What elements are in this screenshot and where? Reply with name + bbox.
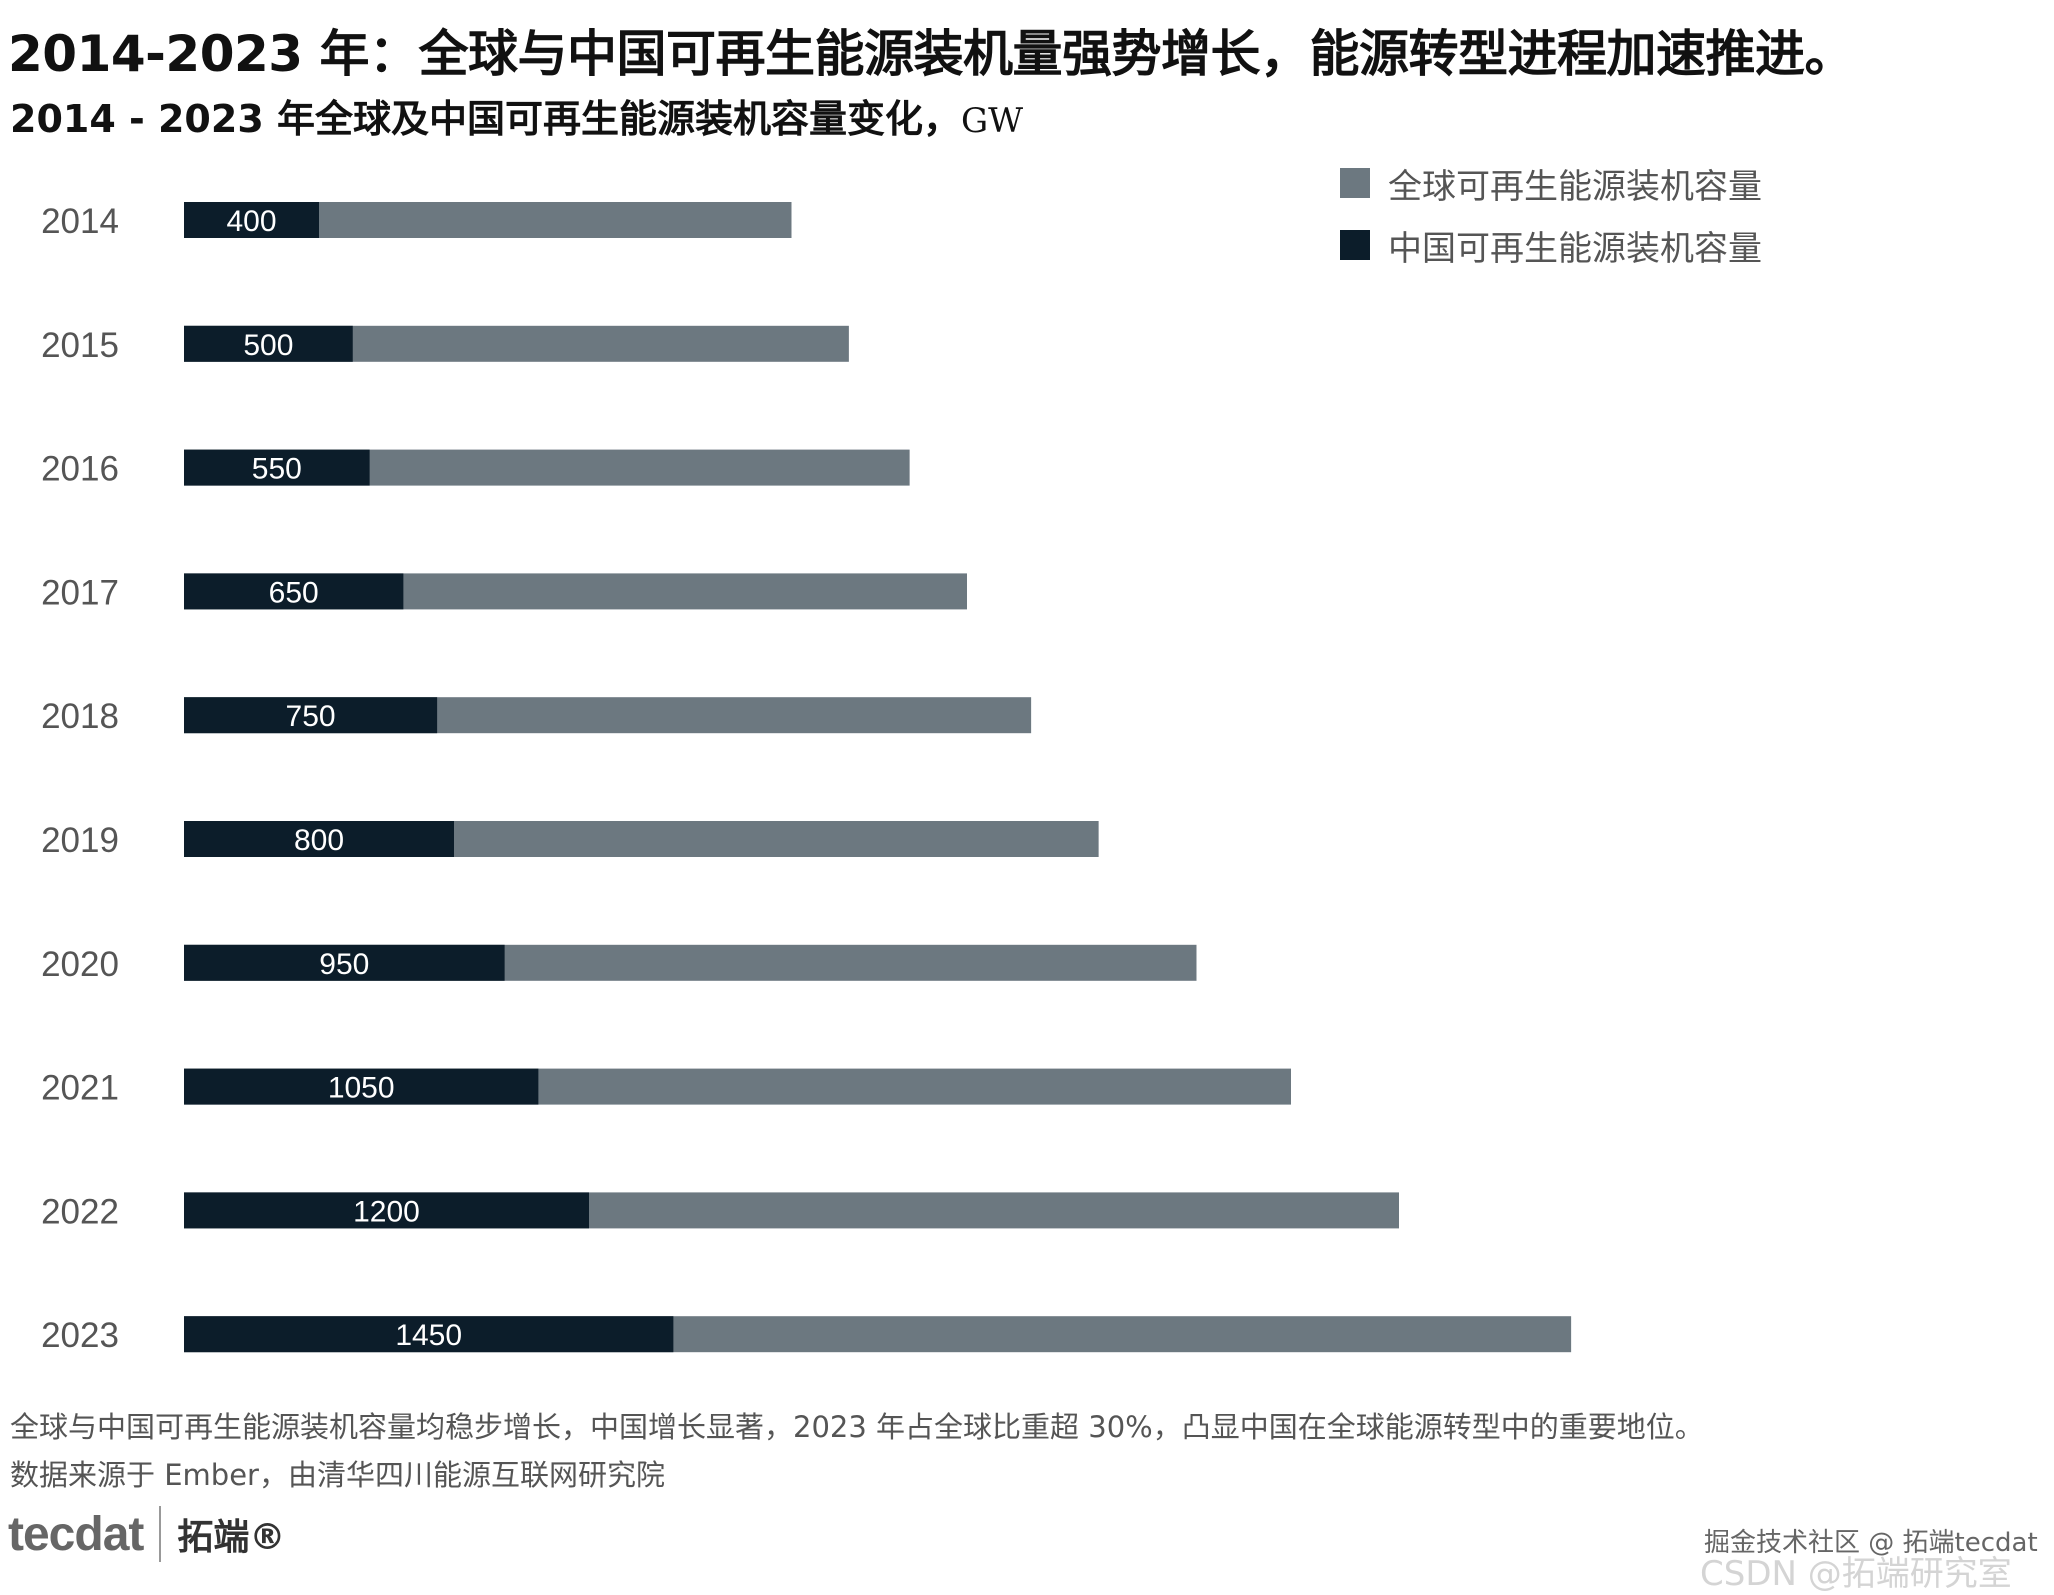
bar-china-2018 (184, 697, 438, 734)
bar-china-2014 (184, 202, 319, 238)
y-tick-label-2023: 2023 (41, 1316, 119, 1355)
y-tick-label-2019: 2019 (41, 821, 119, 860)
bar-china-2021 (184, 1068, 539, 1105)
bar-china-2020 (184, 944, 505, 981)
chart-title-text: 2014 - 2023 年全球及中国可再生能源装机容量变化， (10, 97, 961, 141)
bar-china-2015 (184, 325, 353, 362)
data-label-china-2014: 400 (226, 205, 276, 238)
bar-china-2016 (184, 449, 370, 486)
logo-wordmark: tecdat (8, 1507, 144, 1561)
bar-china-2017 (184, 573, 404, 610)
chart-legend: 全球可再生能源装机容量 中国可再生能源装机容量 (1340, 152, 1762, 276)
bar-china-2022 (184, 1192, 589, 1229)
y-tick-label-2014: 2014 (41, 202, 119, 241)
watermark-juejin: 掘金技术社区 @ 拓端tecdat (1704, 1528, 2038, 1558)
source-note: 数据来源于 Ember，由清华四川能源互联网研究院 (10, 1458, 665, 1492)
y-tick-label-2017: 2017 (41, 573, 119, 612)
legend-swatch-global (1340, 168, 1370, 198)
footnote: 全球与中国可再生能源装机容量均稳步增长，中国增长显著，2023 年占全球比重超 … (10, 1410, 1704, 1444)
chart-unit: GW (961, 101, 1024, 141)
data-label-china-2020: 950 (319, 948, 369, 981)
legend-item-china: 中国可再生能源装机容量 (1340, 214, 1762, 276)
chart-title: 2014 - 2023 年全球及中国可再生能源装机容量变化，GW (10, 88, 1023, 143)
data-label-china-2017: 650 (269, 576, 319, 609)
main-title: 2014-2023 年：全球与中国可再生能源装机量强势增长，能源转型进程加速推进… (8, 25, 1854, 83)
watermark-csdn: CSDN @拓端研究室 (1700, 1554, 2012, 1594)
data-label-china-2023: 1450 (395, 1319, 462, 1352)
bar-china-2019 (184, 821, 454, 857)
legend-label-global: 全球可再生能源装机容量 (1388, 166, 1762, 207)
y-tick-label-2021: 2021 (41, 1069, 119, 1108)
data-label-china-2018: 750 (286, 700, 336, 733)
legend-item-global: 全球可再生能源装机容量 (1340, 152, 1762, 214)
bar-china-2023 (184, 1316, 674, 1353)
brand-logo: tecdat 拓端® (8, 1506, 285, 1562)
logo-divider (159, 1506, 162, 1562)
data-label-china-2022: 1200 (353, 1195, 420, 1228)
data-label-china-2015: 500 (243, 329, 293, 362)
y-tick-label-2018: 2018 (41, 697, 119, 736)
y-tick-label-2016: 2016 (41, 450, 119, 489)
legend-label-china: 中国可再生能源装机容量 (1388, 228, 1762, 269)
y-tick-label-2022: 2022 (41, 1192, 119, 1231)
logo-chinese-name: 拓端® (177, 1517, 286, 1558)
data-label-china-2019: 800 (294, 824, 344, 857)
legend-swatch-china (1340, 230, 1370, 260)
data-label-china-2021: 1050 (328, 1072, 395, 1105)
bar-chart: 400 2014 500 2015 550 2016 650 2017 750 2018 800 20… (41, 202, 1572, 1355)
y-tick-label-2015: 2015 (41, 326, 119, 365)
data-label-china-2016: 550 (252, 453, 302, 486)
y-tick-label-2020: 2020 (41, 945, 119, 984)
